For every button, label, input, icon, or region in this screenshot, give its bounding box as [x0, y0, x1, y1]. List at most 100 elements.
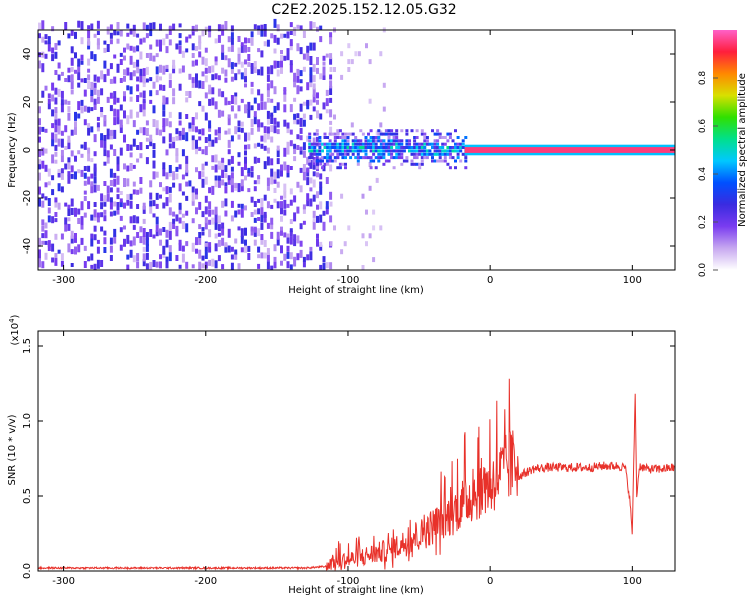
spectrogram-cell: [77, 113, 81, 119]
spectrogram-cell: [312, 179, 316, 188]
spectrogram-cell: [420, 146, 424, 149]
spectrogram-cell: [198, 35, 202, 44]
spectrogram-cell: [44, 182, 48, 188]
spectrogram-cell: [44, 230, 48, 239]
spectrogram-cell: [390, 132, 394, 136]
spectrogram-cell: [446, 146, 450, 149]
spectrogram-cell: [441, 149, 445, 153]
spectrogram-cell: [325, 109, 329, 114]
spectrogram-cell: [83, 180, 87, 186]
spectrogram-cell: [390, 146, 394, 149]
spectrogram-cell: [123, 75, 126, 82]
spectrogram-cell: [109, 78, 113, 84]
spectrogram-cell: [77, 169, 81, 174]
spectrogram-cell: [308, 162, 312, 166]
spectrogram-cell: [293, 148, 297, 155]
spectrogram-cell: [344, 146, 347, 149]
spectrogram-cell: [123, 134, 126, 143]
snr-series-line: [37, 378, 675, 571]
spectrogram-cell: [139, 74, 143, 83]
spectrogram-cell: [283, 161, 287, 171]
spectrogram-cell: [230, 166, 234, 172]
spectrogram-cell: [109, 63, 113, 70]
spectrogram-cell: [382, 152, 386, 156]
spectrogram-cell: [142, 228, 146, 237]
spectrogram-cell: [310, 152, 314, 156]
spectrogram-cell: [461, 142, 465, 146]
spectrogram-cell: [316, 67, 319, 74]
spectrogram-cell: [384, 159, 388, 163]
spectrogram-cell: [195, 81, 198, 88]
spectrogram-cell: [165, 149, 169, 156]
spectrogram-cell: [316, 233, 319, 239]
spectrogram-cell: [172, 211, 176, 217]
spectrogram-cell: [266, 83, 270, 91]
spectrogram-cell: [316, 172, 319, 178]
spectrogram-cell: [359, 156, 363, 160]
spectrogram-cell: [54, 119, 58, 126]
spectrogram-cell: [188, 73, 192, 80]
spectrogram-cell: [293, 78, 297, 88]
spectrogram-cell: [214, 206, 218, 215]
spectrogram-cell: [344, 136, 347, 139]
spectrogram-cell: [70, 198, 74, 207]
spectrogram-cell: [165, 33, 169, 39]
spectrogram-cell: [172, 171, 176, 181]
spectrogram-cell: [312, 87, 316, 97]
spectrogram-cell: [321, 149, 324, 153]
spectrogram-cell: [54, 151, 58, 157]
spectrogram-cell: [214, 233, 218, 239]
spectrogram-cell: [162, 245, 166, 255]
y-tick-label: 1.5: [22, 338, 33, 354]
spectrogram-cell: [438, 136, 442, 139]
spectrogram-cell: [208, 89, 212, 95]
spectrogram-cell: [312, 137, 316, 144]
spectrogram-cell: [382, 146, 386, 149]
spectrogram-cell: [250, 105, 254, 111]
spectrogram-cell: [51, 216, 55, 224]
spectrogram-cell: [302, 164, 306, 172]
spectrogram-cell: [119, 59, 123, 65]
spectrogram-cell: [47, 181, 51, 186]
spectrogram-cell: [129, 96, 133, 102]
spectrogram-cell: [392, 142, 396, 146]
spectrogram-cell: [224, 21, 228, 30]
spectrogram-x-axis: -300 -200 -100 0 100: [52, 30, 642, 286]
spectrogram-cell: [423, 156, 427, 160]
spectrogram-cell: [217, 255, 221, 262]
spectrogram-cell: [368, 233, 372, 239]
spectrogram-cell: [312, 171, 316, 177]
spectrogram-cell: [410, 146, 414, 149]
spectrogram-cell: [106, 96, 110, 103]
spectrogram-cell: [217, 224, 221, 232]
spectrogram-cell: [293, 72, 297, 82]
spectrogram-cell: [224, 173, 228, 179]
spectrogram-line: [464, 147, 675, 153]
spectrogram-cell: [178, 183, 182, 192]
spectrogram-cell: [257, 228, 261, 237]
spectrogram-cell: [354, 146, 358, 149]
spectrogram-cell: [51, 94, 55, 102]
spectrogram-cell: [113, 91, 117, 99]
spectrogram-cell: [126, 254, 130, 260]
spectrogram-cell: [257, 48, 261, 53]
spectrogram-cell: [119, 198, 123, 203]
spectrogram-cell: [80, 21, 84, 31]
spectrogram-cell: [230, 105, 234, 112]
spectrogram-cell: [113, 172, 117, 178]
spectrogram-cell: [420, 149, 424, 153]
spectrogram-cell: [149, 90, 153, 97]
spectrogram-cell: [230, 254, 234, 260]
spectrogram-cell: [257, 26, 261, 35]
spectrogram-cell: [289, 140, 293, 147]
spectrogram-cell: [70, 89, 74, 95]
spectrogram-cell: [195, 24, 198, 32]
spectrogram-cell: [80, 106, 84, 114]
spectrogram-cell: [230, 246, 234, 252]
spectrogram-cell: [423, 132, 427, 136]
spectrogram-cell: [87, 81, 91, 89]
spectrogram-cell: [60, 138, 64, 148]
spectrogram-cell: [90, 107, 94, 112]
spectrogram-cell: [103, 149, 107, 157]
